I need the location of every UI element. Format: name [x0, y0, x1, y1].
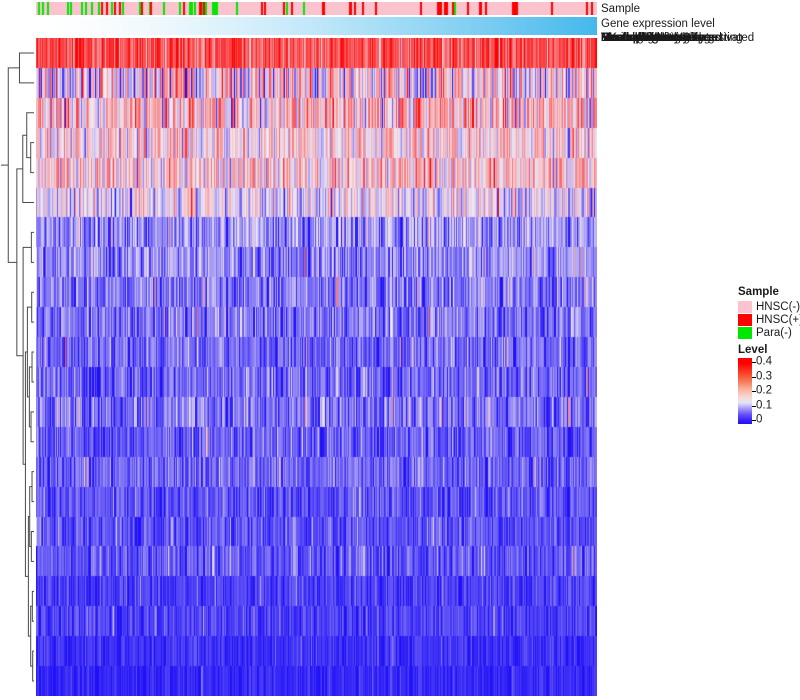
sample-legend-item: HNSC(-) — [738, 300, 800, 313]
level-legend: Level 0.4 0.3 0.2 0.1 0 — [738, 344, 800, 426]
gene-expression-annotation-bar — [36, 17, 597, 35]
sample-legend-swatch — [738, 300, 752, 313]
level-legend-title: Level — [738, 344, 768, 356]
heatmap-body — [36, 38, 597, 696]
sample-legend-items: HNSC(-) HNSC(+) Para(-) — [738, 300, 800, 339]
row-label: T cells gamma delta — [601, 32, 704, 44]
gene-expression-annotation-label: Gene expression level — [601, 18, 715, 30]
sample-legend-swatch — [738, 313, 752, 326]
level-colorbar — [738, 358, 752, 424]
row-label: Monocytes — [601, 32, 657, 44]
sample-legend-item: Para(-) — [738, 326, 800, 339]
level-tick-label: 0.4 — [756, 355, 772, 368]
row-label: T cells follicular helper — [601, 32, 715, 44]
sample-legend-label: HNSC(+) — [756, 313, 800, 326]
row-label: B cells memory — [601, 32, 680, 44]
level-tick-label: 0 — [756, 413, 763, 426]
row-label: B cells naive — [601, 32, 666, 44]
row-label: T cells CD4 memory resting — [601, 32, 743, 44]
row-label: T cells CD8 — [601, 32, 661, 44]
row-label: Eosinophils — [601, 32, 660, 44]
row-label: Dendritic cells resting — [601, 32, 711, 44]
row-label: Dendritic cells activated — [601, 32, 722, 44]
row-label: Mast cells resting — [601, 32, 690, 44]
sample-legend-item: HNSC(+) — [738, 313, 800, 326]
row-label: Macrophages M1 — [601, 32, 690, 44]
row-labels: Macrophages M2 Macrophages M0 T cells CD8 M… — [601, 32, 800, 696]
level-tick-label: 0.2 — [756, 384, 772, 397]
level-tick-mark — [752, 362, 756, 363]
row-label: T cells CD4 memory activated — [601, 32, 755, 44]
level-tick-mark — [752, 420, 756, 421]
row-dendrogram — [0, 38, 36, 696]
level-tick-mark — [752, 405, 756, 407]
level-tick-label: 0.3 — [756, 370, 772, 382]
sample-legend-title: Sample — [738, 286, 779, 298]
sample-annotation-bar — [36, 2, 597, 15]
row-label: Mast cells activated — [601, 32, 702, 44]
sample-legend-label: Para(-) — [756, 326, 792, 339]
row-label: Macrophages M2 — [601, 32, 690, 44]
row-label: Macrophages M0 — [601, 32, 690, 44]
sample-annotation-label: Sample — [601, 3, 640, 15]
row-label: NK cells resting — [601, 32, 681, 44]
row-label: T cells CD4 naive — [601, 32, 691, 44]
row-label: NK cells activated — [601, 32, 693, 44]
row-label: Neutrophils — [601, 32, 660, 44]
sample-legend-label: HNSC(-) — [756, 300, 800, 313]
level-tick-label: 0.1 — [756, 399, 772, 411]
sample-legend-swatch — [738, 326, 752, 339]
row-label: Plasma cells — [601, 32, 666, 44]
row-label: T cells regulatory Tregs — [601, 32, 721, 44]
level-tick-mark — [752, 376, 756, 378]
legend-panel: Sample HNSC(-) HNSC(+) Para(-) Level 0.4 0.… — [738, 286, 800, 426]
level-tick-mark — [752, 391, 756, 392]
